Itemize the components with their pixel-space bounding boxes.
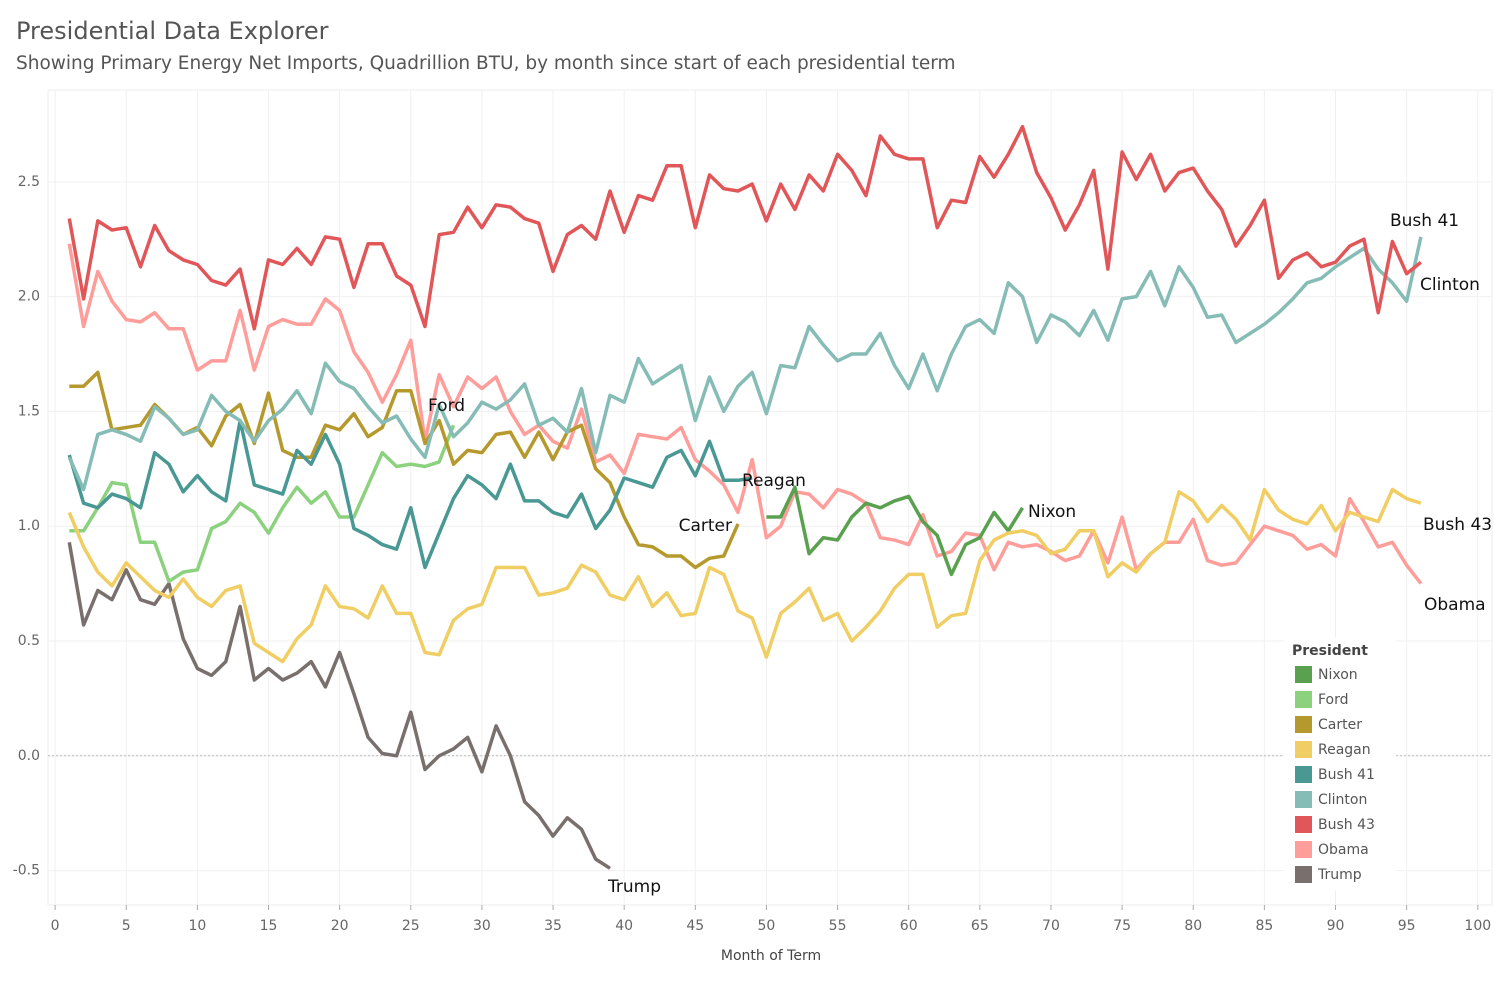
series-line [67, 542, 611, 870]
legend-label: Bush 41 [1318, 767, 1375, 783]
x-tick-label: 35 [544, 918, 562, 934]
x-tick-label: 100 [1464, 918, 1491, 934]
series-line [67, 124, 1422, 331]
y-tick-label: -0.5 [13, 863, 40, 879]
legend-swatch [1295, 816, 1312, 833]
x-tick-label: 5 [122, 918, 131, 934]
chart-subtitle: Showing Primary Energy Net Imports, Quad… [16, 53, 956, 74]
series-line [67, 236, 1423, 492]
legend-title: President [1292, 643, 1368, 659]
y-tick-label: 0.0 [18, 748, 40, 764]
x-tick-label: 40 [615, 918, 633, 934]
legend-label: Reagan [1318, 742, 1371, 758]
x-tick-label: 45 [686, 918, 704, 934]
y-tick-label: 1.5 [18, 403, 40, 419]
y-tick-label: 0.5 [18, 633, 40, 649]
legend-swatch [1295, 766, 1312, 783]
x-tick-label: 70 [1042, 918, 1060, 934]
series-line [67, 487, 1422, 664]
grid: 0 5 10 15 20 25 30 35 40 45 50 55 60 65 70 75 80 85 90 95 10… [13, 89, 1493, 934]
x-tick-label: 55 [829, 918, 847, 934]
series-line [766, 485, 1024, 577]
x-tick-label: 90 [1327, 918, 1345, 934]
legend: President Nixon Ford Carter Reagan Bush 41 Cl… [1284, 638, 1396, 890]
plot-area [47, 89, 1493, 906]
x-tick-label: 95 [1398, 918, 1416, 934]
line-label: Obama [1424, 595, 1486, 615]
line-labels: Nixon Ford Carter Reagan Bush 41 Clinton Bush … [428, 211, 1492, 897]
series-line [67, 243, 1423, 585]
x-tick-label: 75 [1113, 918, 1131, 934]
legend-label: Ford [1318, 692, 1349, 708]
x-tick-label: 20 [331, 918, 349, 934]
legend-label: Nixon [1318, 667, 1358, 683]
x-tick-label: 50 [758, 918, 776, 934]
legend-label: Bush 43 [1318, 817, 1375, 833]
legend-swatch [1295, 866, 1312, 883]
x-tick-label: 25 [402, 918, 420, 934]
x-tick-label: 30 [473, 918, 491, 934]
y-tick-label: 2.5 [18, 174, 40, 190]
series-line [69, 370, 740, 570]
legend-swatch [1295, 716, 1312, 733]
legend-label: Obama [1318, 842, 1369, 858]
x-tick-label: 85 [1255, 918, 1273, 934]
x-axis-label: Month of Term [721, 948, 821, 964]
line-label: Reagan [742, 471, 806, 491]
series-line [69, 424, 456, 584]
legend-label: Trump [1317, 867, 1362, 883]
line-label: Bush 41 [1390, 211, 1459, 231]
x-tick-label: 15 [260, 918, 278, 934]
x-tick-label: 65 [971, 918, 989, 934]
line-label: Nixon [1028, 502, 1076, 522]
line-label: Bush 43 [1423, 515, 1492, 535]
legend-label: Clinton [1318, 792, 1367, 808]
chart-title: Presidential Data Explorer [16, 17, 329, 45]
x-tick-label: 10 [188, 918, 206, 934]
line-label: Carter [679, 516, 732, 536]
line-label: Ford [428, 396, 465, 416]
x-tick-label: 80 [1184, 918, 1202, 934]
line-label: Trump [607, 877, 661, 897]
y-tick-label: 2.0 [18, 289, 40, 305]
line-label: Clinton [1420, 275, 1480, 295]
y-tick-label: 1.0 [18, 518, 40, 534]
lines [67, 124, 1423, 870]
legend-swatch [1295, 691, 1312, 708]
legend-label: Carter [1318, 717, 1362, 733]
legend-swatch [1295, 666, 1312, 683]
legend-swatch [1295, 741, 1312, 758]
x-tick-label: 0 [51, 918, 60, 934]
legend-swatch [1295, 841, 1312, 858]
x-tick-label: 60 [900, 918, 918, 934]
legend-swatch [1295, 791, 1312, 808]
series-line [67, 418, 753, 570]
